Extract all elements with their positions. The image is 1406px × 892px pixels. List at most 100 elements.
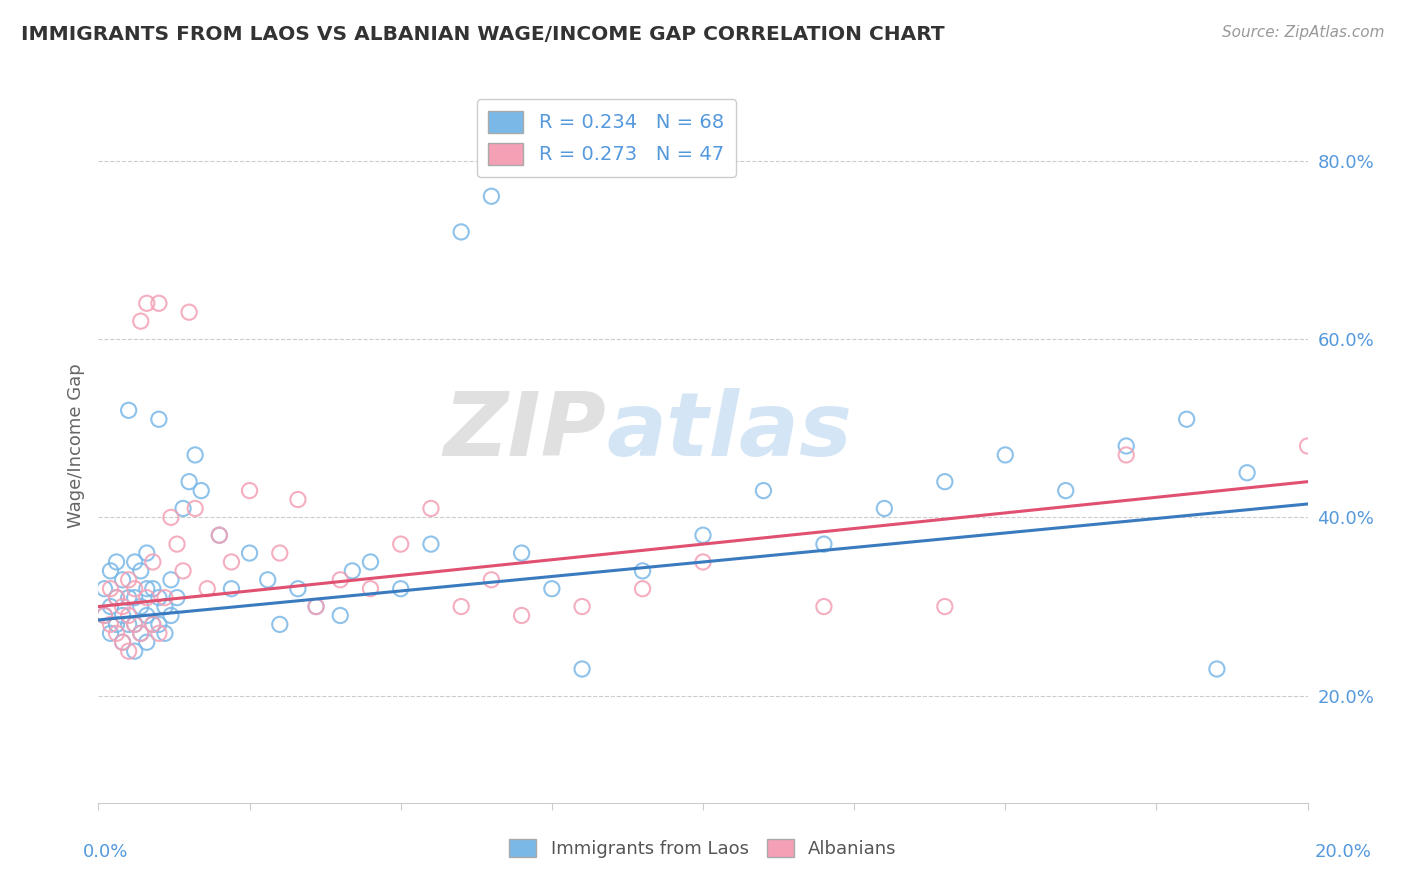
Point xyxy=(287,492,309,507)
Point xyxy=(118,403,141,417)
Point xyxy=(118,617,141,632)
Point xyxy=(873,501,896,516)
Point xyxy=(118,591,141,605)
Point xyxy=(179,305,201,319)
Point xyxy=(692,528,714,542)
Point xyxy=(100,564,122,578)
Point xyxy=(329,608,352,623)
Point xyxy=(93,608,115,623)
Point xyxy=(111,599,134,614)
Point xyxy=(179,475,201,489)
Point xyxy=(111,635,134,649)
Point xyxy=(142,582,165,596)
Point xyxy=(1115,448,1137,462)
Point xyxy=(1236,466,1258,480)
Point xyxy=(160,573,183,587)
Point xyxy=(692,555,714,569)
Point xyxy=(153,591,176,605)
Point xyxy=(934,475,956,489)
Point xyxy=(124,617,146,632)
Point xyxy=(389,582,412,596)
Point xyxy=(813,537,835,551)
Point xyxy=(124,617,146,632)
Point xyxy=(135,296,157,310)
Point xyxy=(118,644,141,658)
Point xyxy=(1296,439,1319,453)
Point xyxy=(360,582,382,596)
Point xyxy=(195,582,218,596)
Point xyxy=(105,591,128,605)
Point xyxy=(135,591,157,605)
Y-axis label: Wage/Income Gap: Wage/Income Gap xyxy=(66,364,84,528)
Point xyxy=(631,582,654,596)
Point xyxy=(142,617,165,632)
Point xyxy=(208,528,231,542)
Point xyxy=(153,626,176,640)
Point xyxy=(172,501,194,516)
Point xyxy=(160,608,183,623)
Point xyxy=(994,448,1017,462)
Point xyxy=(571,662,593,676)
Text: 20.0%: 20.0% xyxy=(1315,843,1371,861)
Point xyxy=(153,599,176,614)
Point xyxy=(239,546,262,560)
Point xyxy=(813,599,835,614)
Point xyxy=(118,573,141,587)
Point xyxy=(129,626,152,640)
Point xyxy=(100,599,122,614)
Point xyxy=(1115,439,1137,453)
Point xyxy=(124,644,146,658)
Point xyxy=(111,608,134,623)
Point xyxy=(129,599,152,614)
Point xyxy=(148,591,170,605)
Point xyxy=(342,564,364,578)
Point xyxy=(1054,483,1077,498)
Point xyxy=(93,582,115,596)
Point xyxy=(100,617,122,632)
Point xyxy=(256,573,278,587)
Point xyxy=(450,225,472,239)
Legend: Immigrants from Laos, Albanians: Immigrants from Laos, Albanians xyxy=(502,831,904,865)
Point xyxy=(571,599,593,614)
Point xyxy=(129,314,152,328)
Point xyxy=(135,635,157,649)
Point xyxy=(111,573,134,587)
Point xyxy=(934,599,956,614)
Point xyxy=(105,617,128,632)
Point xyxy=(100,582,122,596)
Point xyxy=(389,537,412,551)
Point xyxy=(510,546,533,560)
Point xyxy=(305,599,328,614)
Point xyxy=(1175,412,1198,426)
Point xyxy=(124,555,146,569)
Point xyxy=(166,591,188,605)
Point xyxy=(184,448,207,462)
Point xyxy=(420,501,443,516)
Point xyxy=(752,483,775,498)
Point xyxy=(481,573,503,587)
Text: 0.0%: 0.0% xyxy=(83,843,128,861)
Text: ZIP: ZIP xyxy=(443,388,606,475)
Point xyxy=(142,617,165,632)
Point xyxy=(166,537,188,551)
Point xyxy=(148,617,170,632)
Point xyxy=(135,546,157,560)
Point xyxy=(135,608,157,623)
Point xyxy=(305,599,328,614)
Point xyxy=(105,626,128,640)
Point xyxy=(329,573,352,587)
Point xyxy=(160,510,183,524)
Point xyxy=(269,617,291,632)
Point xyxy=(420,537,443,551)
Point xyxy=(1206,662,1229,676)
Point xyxy=(124,591,146,605)
Point xyxy=(148,412,170,426)
Point xyxy=(172,564,194,578)
Point xyxy=(129,626,152,640)
Point xyxy=(111,635,134,649)
Point xyxy=(142,555,165,569)
Text: IMMIGRANTS FROM LAOS VS ALBANIAN WAGE/INCOME GAP CORRELATION CHART: IMMIGRANTS FROM LAOS VS ALBANIAN WAGE/IN… xyxy=(21,25,945,44)
Point xyxy=(208,528,231,542)
Point xyxy=(269,546,291,560)
Point xyxy=(118,608,141,623)
